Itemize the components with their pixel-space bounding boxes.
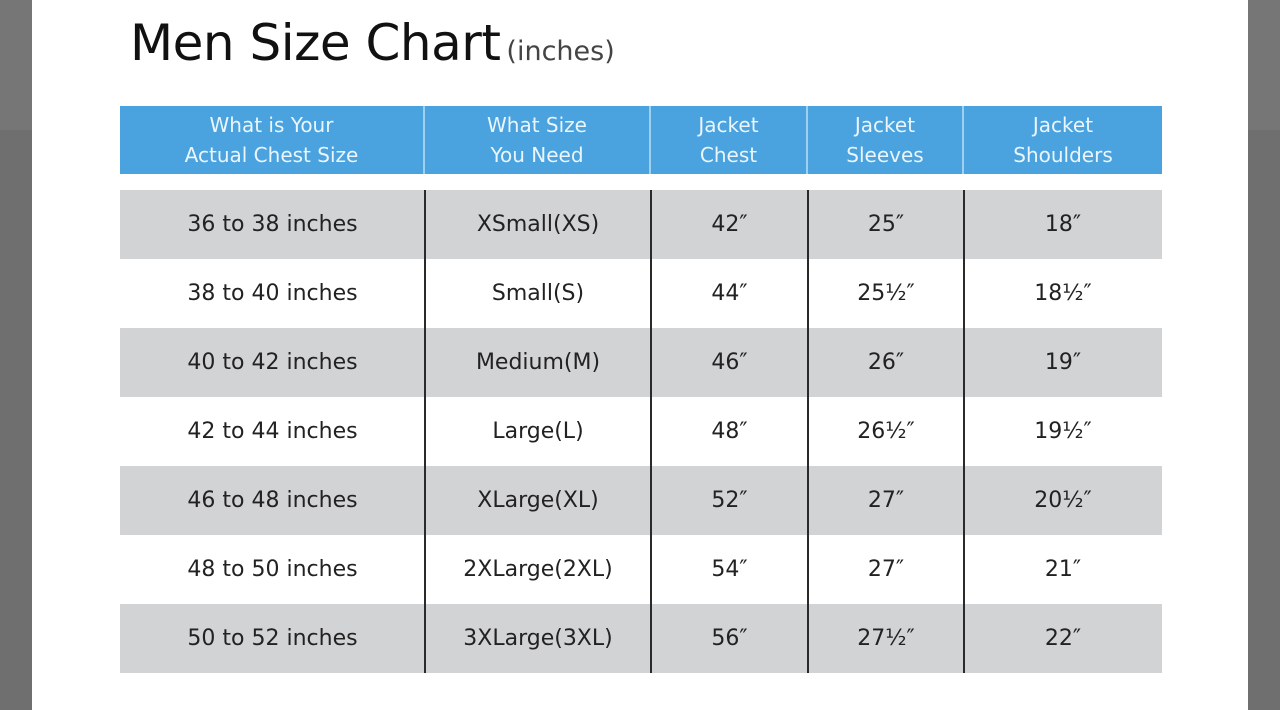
cell-size-needed: 2XLarge(2XL): [463, 557, 613, 582]
cell-size-needed: Large(L): [492, 419, 584, 444]
header-size-needed: What Size You Need: [425, 106, 651, 174]
header-chest-size: What is Your Actual Chest Size: [120, 106, 425, 174]
cell-chest-size: 48 to 50 inches: [187, 557, 358, 582]
table-row: 46 to 48 inches XLarge(XL) 52″ 27″ 20½″: [120, 466, 1162, 535]
cell-jacket-shoulders: 22″: [1044, 626, 1082, 651]
table-row: 50 to 52 inches 3XLarge(3XL) 56″ 27½″ 22″: [120, 604, 1162, 673]
cell-jacket-chest: 42″: [711, 212, 748, 237]
cell-jacket-chest: 52″: [711, 488, 748, 513]
cell-size-needed: XSmall(XS): [476, 212, 600, 237]
cell-jacket-chest: 44″: [711, 281, 748, 306]
title-unit: (inches): [506, 36, 615, 67]
cell-chest-size: 38 to 40 inches: [187, 281, 358, 306]
cell-jacket-sleeves: 27″: [867, 557, 905, 582]
cell-jacket-sleeves: 25½″: [857, 281, 915, 306]
cell-jacket-shoulders: 18½″: [1034, 281, 1092, 306]
column-divider: [963, 190, 965, 673]
cell-jacket-sleeves: 26″: [867, 350, 905, 375]
cell-jacket-chest: 56″: [711, 626, 748, 651]
table-body: 36 to 38 inches XSmall(XS) 42″ 25″ 18″ 38 to …: [120, 190, 1162, 673]
cell-jacket-shoulders: 20½″: [1034, 488, 1092, 513]
cell-jacket-shoulders: 21″: [1044, 557, 1082, 582]
header-jacket-chest: Jacket Chest: [651, 106, 808, 174]
size-chart-image: Men Size Chart (inches) What is Your Actu…: [32, 0, 1248, 710]
cell-chest-size: 40 to 42 inches: [187, 350, 358, 375]
column-divider: [424, 190, 426, 673]
header-jacket-shoulders: Jacket Shoulders: [1013, 113, 1113, 167]
column-divider: [807, 190, 809, 673]
cell-jacket-chest: 54″: [711, 557, 748, 582]
cell-jacket-chest: 46″: [711, 350, 748, 375]
cell-size-needed: 3XLarge(3XL): [463, 626, 613, 651]
cell-jacket-sleeves: 27½″: [857, 626, 915, 651]
table-row: 38 to 40 inches Small(S) 44″ 25½″ 18½″: [120, 259, 1162, 328]
cell-size-needed: Medium(M): [475, 350, 601, 375]
cell-chest-size: 46 to 48 inches: [187, 488, 358, 513]
cell-jacket-chest: 48″: [711, 419, 748, 444]
cell-chest-size: 50 to 52 inches: [187, 626, 358, 651]
cell-chest-size: 42 to 44 inches: [187, 419, 358, 444]
cell-jacket-shoulders: 19½″: [1034, 419, 1092, 444]
table-row: 48 to 50 inches 2XLarge(2XL) 54″ 27″ 21″: [120, 535, 1162, 604]
column-divider: [650, 190, 652, 673]
table-row: 40 to 42 inches Medium(M) 46″ 26″ 19″: [120, 328, 1162, 397]
title-text: Men Size Chart: [130, 14, 501, 72]
cell-jacket-shoulders: 18″: [1044, 212, 1082, 237]
page-title: Men Size Chart (inches): [130, 14, 615, 72]
table-row: 36 to 38 inches XSmall(XS) 42″ 25″ 18″: [120, 190, 1162, 259]
header-jacket-sleeves: Jacket Sleeves: [808, 106, 964, 174]
cell-chest-size: 36 to 38 inches: [187, 212, 358, 237]
cell-jacket-shoulders: 19″: [1044, 350, 1082, 375]
cell-jacket-sleeves: 25″: [867, 212, 905, 237]
cell-size-needed: XLarge(XL): [477, 488, 599, 513]
table-header: What is Your Actual Chest Size What Size…: [120, 106, 1162, 174]
cell-jacket-sleeves: 27″: [867, 488, 905, 513]
cell-jacket-sleeves: 26½″: [857, 419, 915, 444]
table-row: 42 to 44 inches Large(L) 48″ 26½″ 19½″: [120, 397, 1162, 466]
cell-size-needed: Small(S): [491, 281, 585, 306]
